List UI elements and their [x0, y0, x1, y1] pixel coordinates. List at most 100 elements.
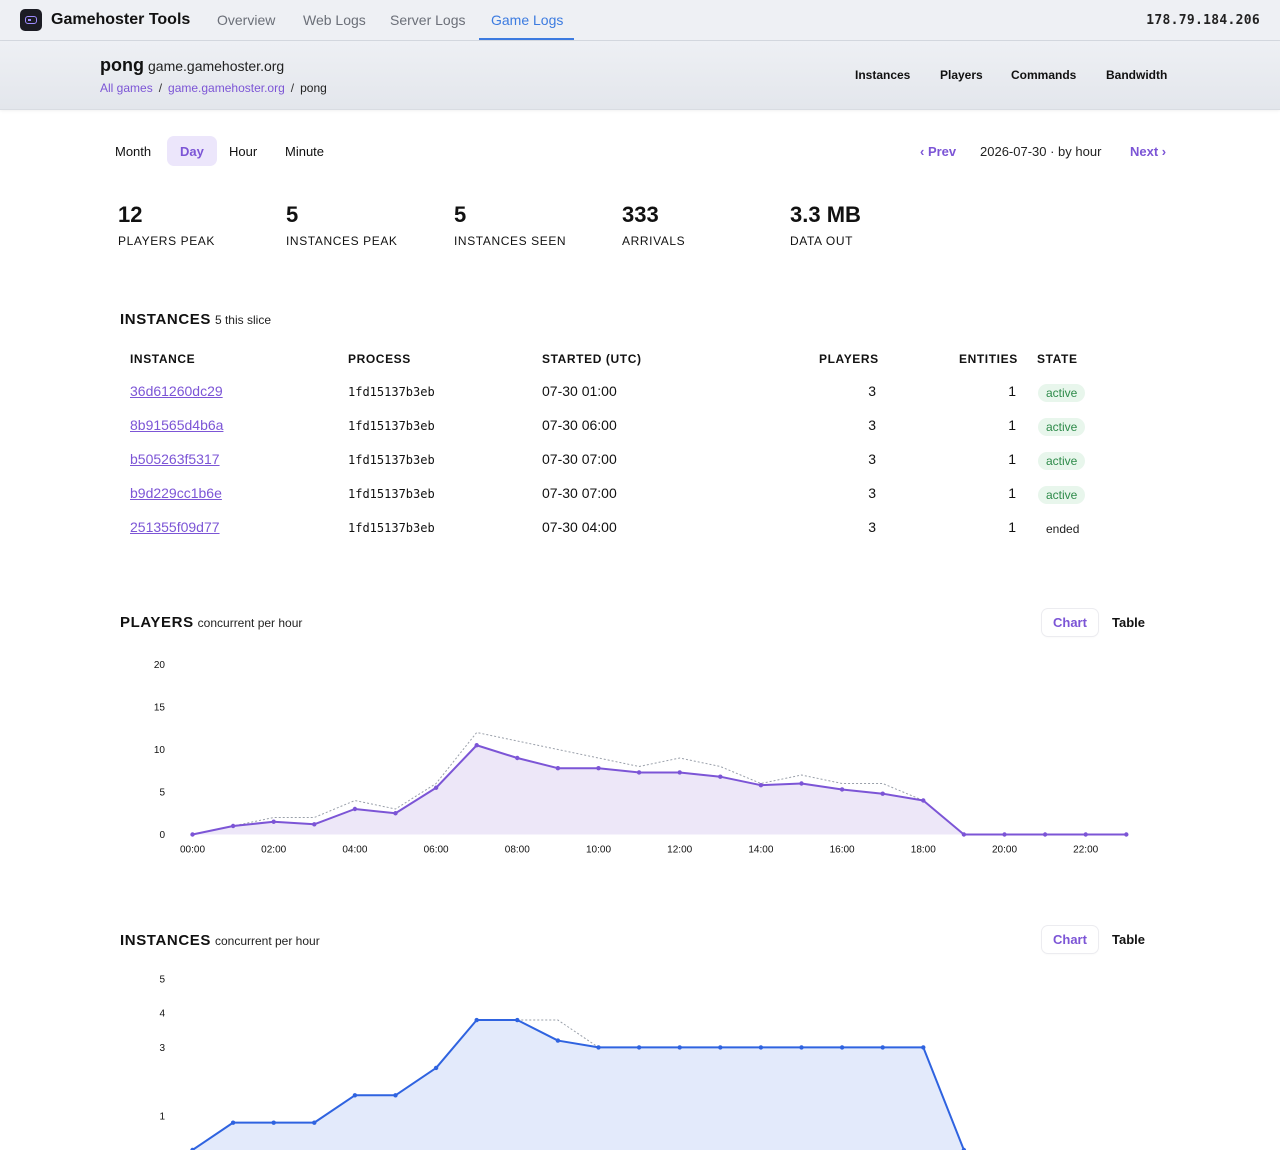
col-started: STARTED (UTC) — [542, 352, 642, 366]
status-badge: active — [1038, 384, 1086, 402]
game-host: game.gamehoster.org — [148, 58, 285, 74]
instance-id-link[interactable]: b505263f5317 — [130, 451, 220, 467]
data-point — [596, 1045, 601, 1050]
data-point — [880, 1045, 885, 1050]
data-point — [271, 819, 276, 824]
gamepad-logo-icon — [20, 9, 42, 31]
top-bar: Gamehoster Tools Overview Web Logs Serve… — [0, 0, 1280, 41]
stat-players-peak: 12 PLAYERS PEAK — [118, 202, 215, 248]
data-point — [312, 1120, 317, 1125]
x-tick-label: 12:00 — [667, 845, 692, 856]
nav-web-logs[interactable]: Web Logs — [303, 12, 366, 28]
y-tick-label: 3 — [159, 1043, 165, 1054]
x-tick-label: 14:00 — [748, 845, 773, 856]
data-point — [230, 823, 236, 829]
data-point — [312, 822, 317, 827]
col-process: PROCESS — [348, 352, 411, 366]
data-point — [758, 1045, 764, 1050]
status-badge: active — [1038, 452, 1086, 470]
stat-label: INSTANCES PEAK — [286, 234, 398, 248]
granularity-day[interactable]: Day — [167, 136, 217, 166]
data-point — [921, 1045, 926, 1050]
granularity-minute[interactable]: Minute — [285, 144, 325, 159]
stat-label: INSTANCES SEEN — [454, 234, 567, 248]
instances-table-toggle[interactable]: Table — [1112, 932, 1145, 947]
nav-server-logs[interactable]: Server Logs — [390, 12, 466, 28]
data-point — [799, 781, 804, 786]
subnav-bandwidth[interactable]: Bandwidth — [1106, 68, 1168, 82]
data-point — [596, 766, 601, 771]
game-header: pong game.gamehoster.org All games / game.… — [0, 41, 1280, 110]
stat-arrivals: 333 ARRIVALS — [622, 202, 685, 248]
data-point — [474, 743, 479, 748]
entities-count: 1 — [1008, 451, 1016, 467]
y-tick-label: 20 — [154, 660, 166, 671]
y-tick-label: 5 — [159, 975, 165, 986]
subnav-players[interactable]: Players — [940, 68, 983, 82]
players-chart: 0 5 10 15 20 00:00 02:00 04:00 06:00 08:00 10:00 12… — [154, 660, 1129, 856]
prev-button[interactable]: ‹ Prev — [920, 144, 957, 159]
data-point — [799, 1045, 804, 1050]
date-range-label: 2026-07-30 · by hour — [980, 144, 1102, 159]
data-point — [718, 774, 723, 779]
process-id: 1fd15137b3eb — [348, 521, 435, 535]
subnav-commands[interactable]: Commands — [1011, 68, 1077, 82]
x-tick-label: 02:00 — [261, 845, 286, 856]
started-time: 07-30 04:00 — [542, 519, 617, 535]
nav-game-logs[interactable]: Game Logs — [491, 12, 564, 28]
granularity-month[interactable]: Month — [115, 144, 152, 159]
nav-active-indicator — [479, 38, 574, 40]
data-point — [190, 832, 195, 837]
started-time: 07-30 06:00 — [542, 417, 617, 433]
process-id: 1fd15137b3eb — [348, 453, 435, 467]
data-point — [515, 755, 520, 761]
y-tick-label: 5 — [159, 788, 165, 799]
status-badge: active — [1038, 486, 1086, 504]
nav-overview[interactable]: Overview — [217, 12, 276, 28]
process-id: 1fd15137b3eb — [348, 385, 435, 399]
instance-id-link[interactable]: b9d229cc1b6e — [130, 485, 222, 501]
data-point — [474, 1017, 479, 1023]
stat-value: 333 — [622, 202, 659, 227]
players-table-toggle[interactable]: Table — [1112, 615, 1145, 630]
subnav-instances[interactable]: Instances — [855, 68, 911, 82]
data-point — [433, 785, 439, 790]
breadcrumb-host[interactable]: game.gamehoster.org — [168, 81, 285, 95]
granularity-hour[interactable]: Hour — [229, 144, 258, 159]
game-name: pong — [100, 55, 144, 75]
stat-label: DATA OUT — [790, 234, 854, 248]
col-state: STATE — [1037, 352, 1078, 366]
data-point — [636, 770, 642, 775]
instance-id-link[interactable]: 36d61260dc29 — [130, 383, 223, 399]
entities-count: 1 — [1008, 485, 1016, 501]
started-time: 07-30 01:00 — [542, 383, 617, 399]
data-point — [758, 783, 764, 788]
data-point — [555, 766, 561, 771]
data-point — [190, 1147, 195, 1150]
started-time: 07-30 07:00 — [542, 485, 617, 501]
breadcrumb-all-games[interactable]: All games — [100, 81, 153, 95]
data-point — [677, 1045, 682, 1050]
data-point — [839, 787, 845, 792]
instances-section-title: INSTANCES 5 this slice — [120, 311, 271, 328]
data-point — [839, 1045, 845, 1050]
next-button[interactable]: Next › — [1130, 144, 1167, 159]
instance-id-link[interactable]: 251355f09d77 — [130, 519, 220, 535]
y-tick-label: 10 — [154, 745, 166, 756]
instances-chart-toggle[interactable]: Chart — [1042, 926, 1098, 953]
series-dotted-line — [192, 1019, 965, 1150]
players-chart-toggle[interactable]: Chart — [1042, 609, 1098, 636]
instances-chart-section-title: INSTANCES concurrent per hour — [120, 932, 320, 949]
instance-id-link[interactable]: 8b91565d4b6a — [130, 417, 224, 433]
stat-label: PLAYERS PEAK — [118, 234, 216, 248]
players-count: 3 — [868, 485, 876, 501]
x-tick-label: 06:00 — [424, 845, 449, 856]
x-tick-label: 10:00 — [586, 845, 611, 856]
x-tick-label: 20:00 — [992, 845, 1017, 856]
series-line — [191, 1019, 965, 1150]
data-point — [393, 811, 398, 816]
data-point — [352, 1093, 358, 1098]
section-title-text: INSTANCES — [120, 932, 211, 949]
section-title-text: PLAYERS — [120, 614, 194, 631]
players-count: 3 — [868, 417, 876, 433]
